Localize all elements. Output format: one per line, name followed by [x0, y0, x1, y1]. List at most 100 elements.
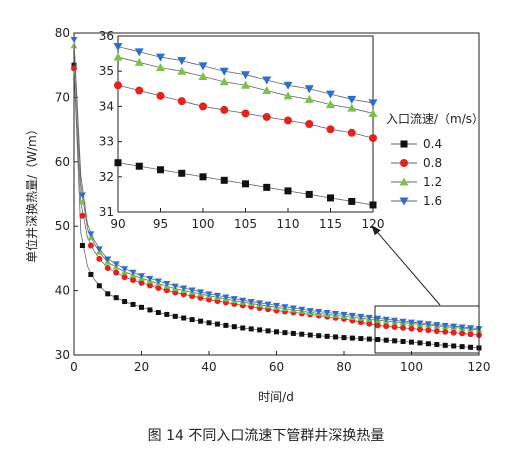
y-axis-label: 单位井深换热量/（W/m）: [24, 123, 39, 263]
data-point: [369, 201, 377, 209]
data-point: [358, 336, 364, 342]
data-point: [459, 330, 466, 337]
legend-item-1.6: 1.6: [391, 194, 442, 208]
data-point: [146, 282, 153, 289]
data-point: [79, 243, 85, 249]
data-point: [290, 330, 296, 336]
x-tick-label: 100: [400, 360, 423, 374]
y-tick-label: 32: [99, 170, 114, 184]
data-point: [96, 283, 102, 289]
data-point: [340, 311, 348, 318]
data-point: [172, 313, 178, 319]
data-point: [347, 103, 357, 112]
data-point: [104, 256, 112, 263]
x-axis-label: 时间/d: [258, 390, 294, 404]
y-tick-label: 31: [99, 205, 114, 219]
data-point: [326, 125, 335, 134]
data-point: [383, 323, 390, 330]
data-point: [332, 310, 340, 317]
inset-series-1.2: [113, 52, 378, 117]
data-point: [154, 278, 162, 285]
data-point: [327, 194, 334, 202]
data-point: [155, 309, 161, 315]
data-point: [177, 97, 186, 106]
zoom-arrow: [371, 225, 441, 306]
legend-title: 入口流速/（m/s）: [386, 112, 484, 126]
data-point: [368, 108, 378, 117]
data-point: [306, 308, 314, 315]
x-tick-label: 80: [336, 360, 351, 374]
data-point: [206, 320, 212, 326]
data-point: [399, 318, 407, 325]
data-point: [375, 337, 381, 343]
inset-series-0.8: [114, 81, 377, 143]
data-point: [213, 292, 221, 299]
data-point: [458, 324, 466, 331]
data-point: [391, 317, 399, 324]
data-point: [347, 95, 357, 104]
data-point: [220, 176, 228, 184]
main-y-ticks: 30 40 50 60 70 80: [55, 26, 78, 362]
data-point: [357, 313, 365, 320]
data-point: [171, 283, 179, 290]
data-point: [324, 333, 330, 339]
inset-series-1.6: [113, 43, 378, 108]
data-point: [198, 318, 204, 324]
data-point: [220, 105, 229, 114]
data-point: [368, 99, 378, 108]
legend: 入口流速/（m/s） 0.4 0.8 1.2 1.6: [386, 112, 484, 208]
data-point: [347, 128, 356, 137]
data-point: [205, 291, 213, 298]
data-point: [147, 307, 153, 313]
data-point: [178, 169, 186, 177]
data-point: [79, 212, 86, 219]
data-point: [442, 328, 449, 335]
legend-marker-0.4: [400, 140, 408, 148]
data-point: [400, 324, 407, 331]
data-point: [442, 342, 448, 348]
data-point: [222, 294, 230, 301]
data-point: [70, 36, 78, 43]
inset-plot: 90 95 100 105 110 115 120 31 32 33 34 35 36: [99, 29, 385, 231]
data-point: [138, 279, 145, 286]
data-point: [199, 102, 207, 111]
data-point: [348, 312, 356, 319]
data-point: [305, 190, 313, 198]
data-point: [241, 109, 250, 118]
figure-caption: 图 14 不同入口流速下管群井深换热量: [148, 427, 385, 444]
data-point: [262, 86, 272, 95]
data-point: [121, 266, 129, 273]
data-point: [459, 344, 465, 350]
data-point: [433, 328, 440, 335]
main-series-0.4: [71, 62, 482, 351]
data-point: [113, 52, 123, 61]
data-point: [219, 67, 229, 76]
data-point: [366, 336, 372, 342]
y-tick-label: 33: [99, 135, 114, 149]
data-point: [197, 289, 205, 296]
data-point: [242, 180, 249, 188]
legend-item-0.4: 0.4: [391, 137, 442, 151]
data-point: [323, 309, 331, 316]
x-tick-label: 0: [70, 360, 78, 374]
data-point: [262, 112, 271, 121]
data-point: [240, 325, 246, 331]
data-point: [316, 333, 322, 339]
data-point: [467, 325, 475, 332]
y-tick-label: 30: [55, 348, 70, 362]
data-point: [416, 320, 424, 327]
data-point: [366, 320, 373, 327]
data-point: [78, 198, 86, 205]
data-point: [392, 338, 398, 344]
data-point: [95, 246, 103, 253]
data-point: [105, 291, 111, 297]
data-point: [241, 80, 250, 89]
data-point: [374, 322, 381, 329]
inset-series-0.4: [114, 159, 377, 209]
data-point: [87, 242, 94, 249]
data-point: [451, 343, 457, 349]
data-point: [374, 315, 382, 322]
data-point: [408, 319, 415, 326]
y-tick-label: 60: [55, 155, 70, 169]
data-point: [256, 300, 264, 307]
